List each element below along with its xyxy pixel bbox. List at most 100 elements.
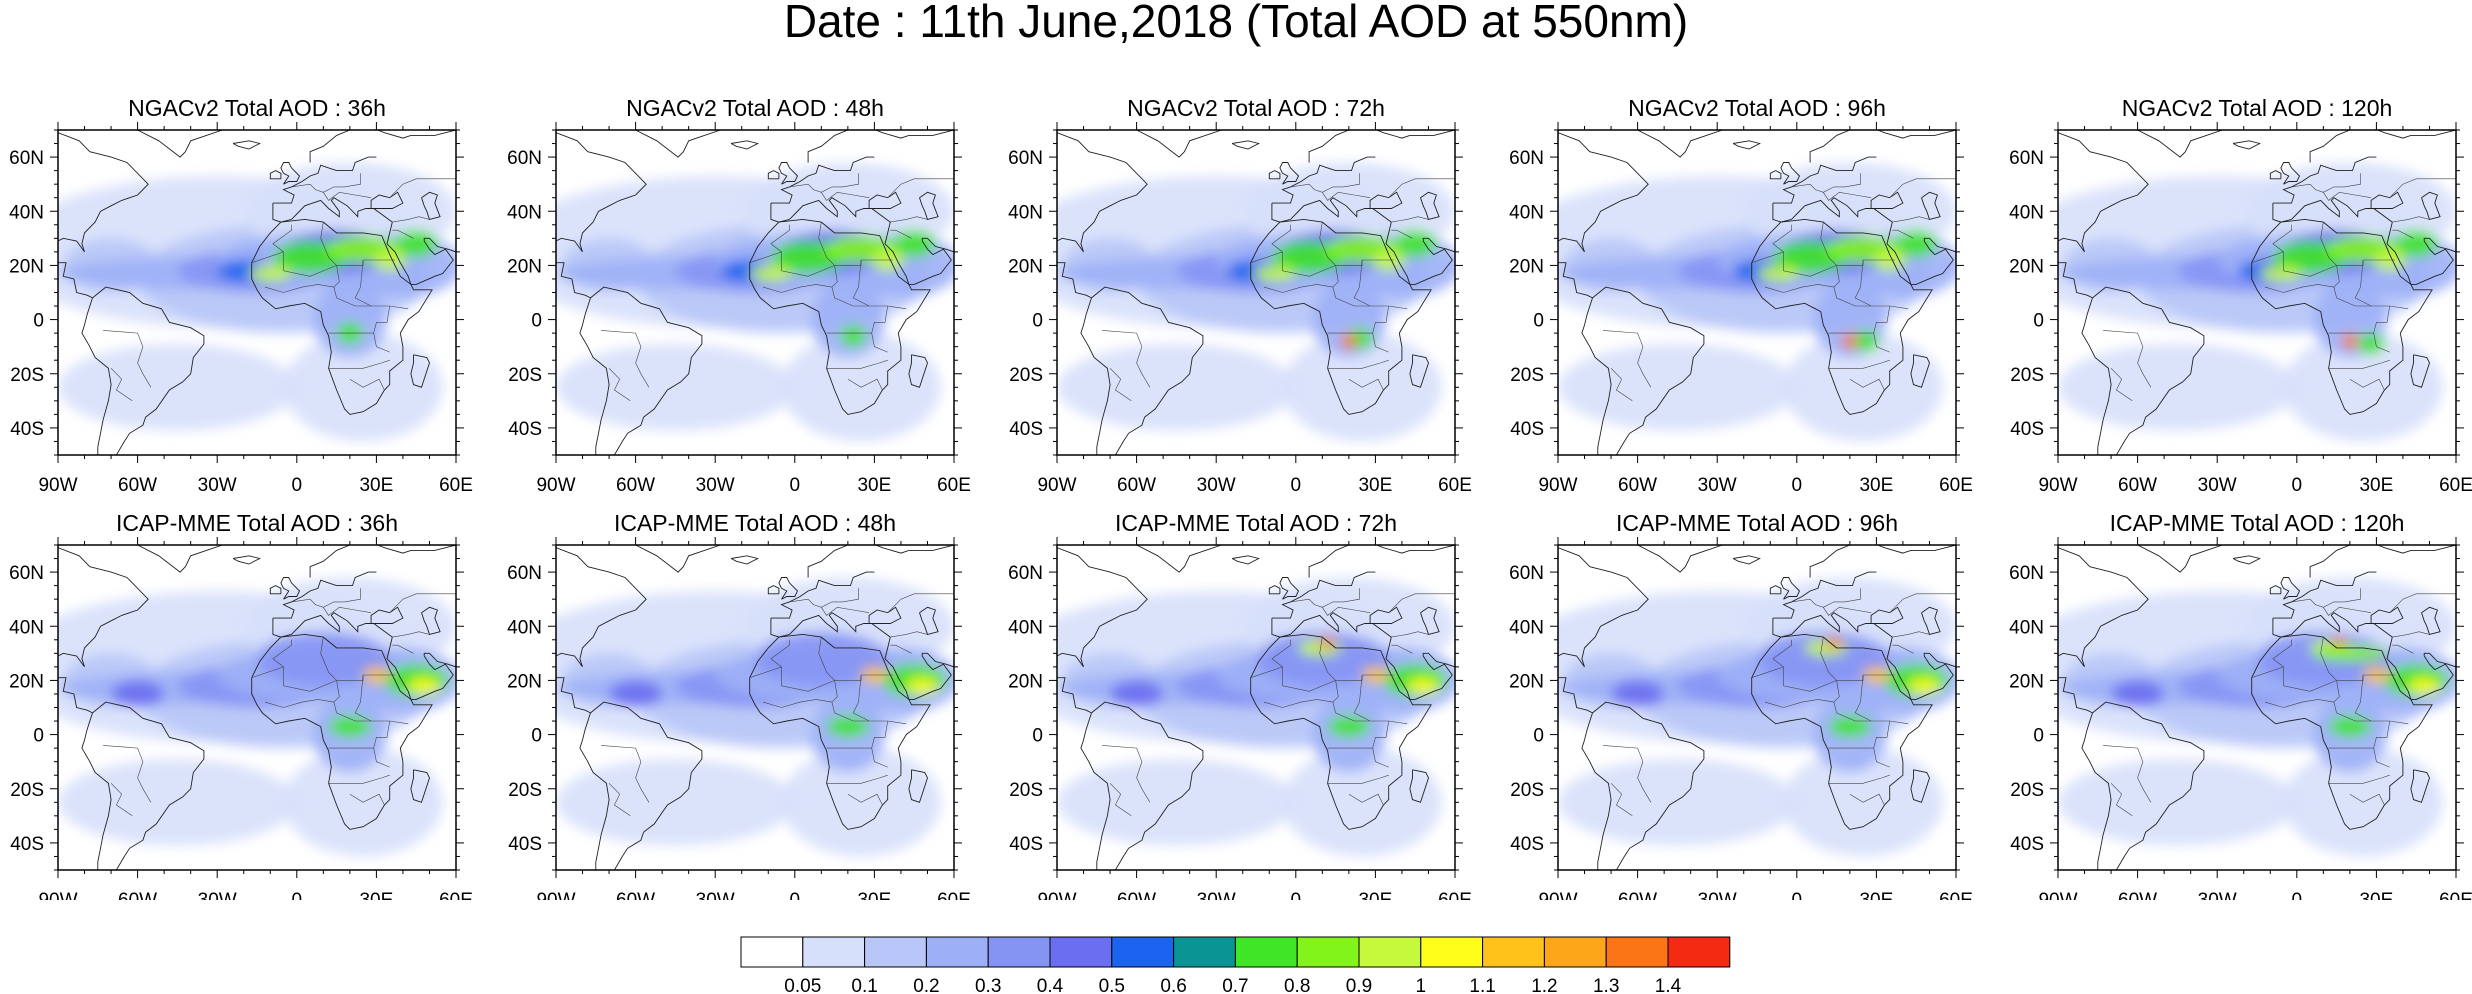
lat-tick-label: 40S: [1510, 834, 1544, 855]
lon-tick-label: 60E: [937, 475, 971, 496]
coastline: [2081, 297, 2112, 455]
country-border: [2349, 378, 2385, 391]
coastline: [272, 612, 393, 638]
map-panel: 90W 60W 30W 0 30E 60E 60N 40N 20N 0 20S 40S ICAP-MME…: [507, 510, 971, 900]
colorbar-swatch: [1296, 936, 1360, 968]
coastline: [1751, 218, 1933, 415]
country-border: [1889, 178, 1956, 198]
lon-tick-label: 30E: [1859, 475, 1893, 496]
coastline: [1409, 354, 1429, 388]
coastline: [1558, 132, 1649, 253]
colorbar-swatch: [1605, 936, 1669, 968]
coastline: [556, 262, 591, 299]
coastline: [410, 354, 430, 388]
coastline: [81, 297, 112, 455]
lon-tick-label: 30W: [1197, 890, 1236, 900]
country-border: [1854, 674, 1872, 722]
coastline: [1772, 197, 1893, 223]
lat-tick-label: 20N: [2009, 256, 2044, 277]
colorbar-label: 1.4: [1655, 976, 1682, 994]
coastline: [730, 140, 759, 150]
coastline: [556, 547, 647, 668]
coastline: [1136, 130, 1222, 158]
colorbar-label: 0.8: [1284, 976, 1310, 994]
coastline: [2309, 545, 2456, 578]
lon-tick-label: 90W: [38, 475, 77, 496]
country-border: [1391, 216, 1429, 223]
lat-tick-label: 40S: [508, 834, 542, 855]
country-border: [1849, 793, 1885, 806]
aod-contour: [749, 265, 793, 282]
country-border: [333, 680, 409, 725]
aod-contour: [892, 230, 936, 258]
coastline: [1780, 577, 1801, 600]
coastline: [635, 545, 721, 573]
borders: [1102, 588, 1455, 817]
lat-tick-label: 0: [2033, 311, 2044, 332]
coastline: [2251, 633, 2433, 830]
coastline: [2272, 156, 2377, 204]
country-border: [2333, 265, 2409, 310]
country-border: [890, 644, 912, 654]
panel-title: NGACv2 Total AOD : 36h: [128, 95, 386, 121]
aod-contour: [1558, 343, 1797, 431]
coastline: [778, 577, 799, 600]
coastline: [1080, 297, 1111, 455]
coastline: [1271, 612, 1392, 638]
coastline: [556, 132, 647, 253]
aod-contour: [111, 680, 165, 708]
country-border: [349, 793, 385, 806]
coastline: [579, 297, 610, 455]
country-border: [1290, 588, 1360, 608]
coastline: [1558, 262, 1593, 299]
lon-tick-label: 60E: [2439, 475, 2472, 496]
aod-field: [58, 577, 456, 857]
country-border: [1892, 644, 1914, 654]
country-border: [110, 783, 133, 817]
country-border: [1828, 359, 1890, 369]
coastline: [778, 162, 799, 185]
lat-tick-label: 0: [1032, 311, 1043, 332]
aod-contour: [394, 230, 438, 258]
coastline: [1420, 606, 1440, 635]
lat-tick-label: 40N: [2009, 202, 2044, 223]
borders: [103, 588, 456, 817]
lon-tick-label: 60E: [1438, 890, 1472, 900]
aod-contour: [1908, 677, 1941, 694]
coastline: [767, 585, 780, 595]
country-border: [320, 637, 337, 681]
lat-tick-label: 20S: [508, 780, 542, 801]
country-border: [770, 224, 790, 253]
lon-tick-label: 30W: [1698, 890, 1737, 900]
country-border: [2328, 774, 2390, 784]
coastline: [1921, 606, 1941, 635]
coastline: [1809, 130, 1956, 163]
coastline: [2058, 132, 2149, 253]
country-border: [831, 265, 907, 310]
colorbar-label: 1.3: [1593, 976, 1619, 994]
country-border: [1271, 224, 1291, 253]
map-panel: 90W 60W 30W 0 30E 60E 60N 40N 20N 0 20S 40S NGACv2 T…: [9, 95, 473, 496]
borders: [103, 173, 456, 402]
coastline: [272, 197, 393, 223]
lon-tick-label: 60W: [616, 890, 655, 900]
lat-tick-label: 0: [531, 726, 542, 747]
colorbar-swatch: [1173, 936, 1236, 968]
country-border: [1290, 173, 1360, 193]
country-border: [1603, 330, 1652, 388]
country-border: [871, 305, 888, 353]
lat-tick-label: 60N: [9, 148, 44, 169]
coastline: [1780, 162, 1801, 185]
map-panel: 90W 60W 30W 0 30E 60E 60N 40N 20N 0 20S 40S NGACv2 T…: [1509, 95, 1973, 496]
country-border: [2264, 699, 2334, 708]
coastline: [2081, 712, 2112, 870]
aod-contour: [2111, 680, 2165, 708]
country-border: [1828, 774, 1890, 784]
country-border: [1791, 588, 1861, 608]
aod-contour: [2312, 645, 2388, 662]
coastline: [1308, 545, 1455, 578]
aod-contour: [1852, 330, 1880, 353]
lon-tick-label: 0: [2292, 890, 2303, 900]
coastlines: [556, 545, 954, 870]
coastline: [1308, 130, 1455, 163]
